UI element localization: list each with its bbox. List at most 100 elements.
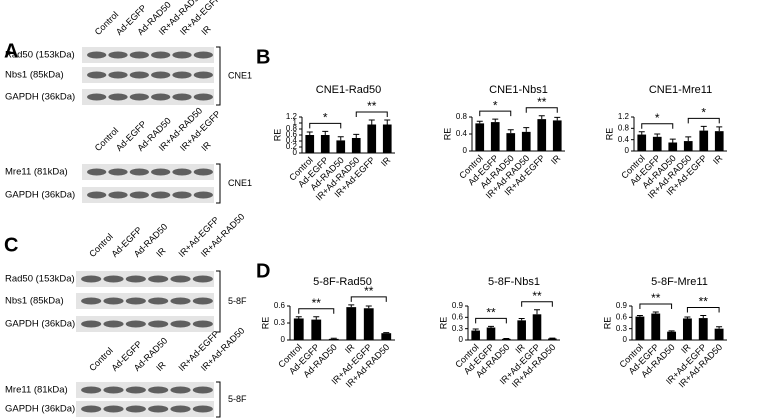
blot-band [103, 386, 124, 394]
blot-band [148, 275, 169, 283]
bar [490, 122, 500, 151]
blot-band [125, 275, 146, 283]
error-bar [492, 118, 499, 123]
blot-band [87, 51, 107, 59]
row-label: Mre11 (81kDa) [5, 385, 68, 396]
chart-title: CNE1-Nbs1 [489, 84, 548, 96]
bar [698, 318, 708, 340]
blot-band [129, 51, 149, 59]
cell-line-label: CNE1 [228, 70, 252, 80]
blot-band [148, 405, 169, 413]
error-bar [313, 316, 320, 320]
blot-band [108, 191, 128, 199]
y-tick-label: 0 [463, 146, 468, 155]
y-tick-label: 0.4 [286, 136, 298, 145]
error-bar [554, 116, 561, 121]
error-bar [295, 316, 302, 319]
chart-title: 5-8F-Rad50 [313, 276, 372, 288]
bar [320, 135, 330, 153]
x-tick-label: IR [379, 155, 393, 169]
bar [532, 314, 542, 340]
blot-band [148, 297, 169, 305]
bar [668, 142, 678, 151]
blot-band [170, 386, 191, 394]
bar [351, 138, 361, 153]
error-bar [476, 120, 483, 124]
significance-label: * [323, 111, 328, 125]
significance-label: ** [364, 284, 374, 298]
significance-label: * [493, 98, 498, 112]
blot-band [103, 275, 124, 283]
error-bar [523, 127, 530, 132]
blot-band [81, 275, 102, 283]
bracket [216, 46, 221, 106]
row-label: Rad50 (153kDa) [5, 50, 75, 61]
error-bar [306, 131, 313, 135]
y-tick-label: 0.9 [452, 301, 464, 310]
row-label: Mre11 (81kDa) [5, 167, 68, 178]
error-bar [353, 133, 360, 138]
bracket [216, 163, 221, 204]
bar [517, 320, 526, 340]
blot-band [151, 168, 171, 176]
error-bar [518, 317, 525, 321]
blot-band [125, 320, 146, 328]
y-tick-label: 0.2 [286, 142, 298, 151]
bar [651, 313, 661, 340]
significance-label: * [701, 106, 706, 120]
blot-band [81, 320, 102, 328]
significance-bracket [686, 306, 720, 313]
y-tick-label: 0.8 [456, 112, 468, 121]
blot-band [87, 93, 107, 101]
blot-band [129, 71, 149, 79]
x-tick-label: IR [711, 153, 725, 167]
significance-bracket [641, 123, 674, 129]
error-bar [669, 138, 676, 143]
error-bar [507, 129, 514, 134]
bar [714, 131, 724, 151]
bar [635, 316, 645, 340]
blot-band [193, 168, 213, 176]
significance-label: * [655, 111, 660, 125]
blot-band [192, 275, 213, 283]
bar [683, 141, 693, 151]
blot-band [103, 405, 124, 413]
blot-band [108, 93, 128, 101]
row-label: Rad50 (153kDa) [5, 274, 75, 285]
significance-bracket [521, 301, 553, 307]
bar [336, 140, 346, 153]
y-tick-label: 0.6 [452, 312, 464, 321]
error-bar [330, 337, 337, 339]
row-label: GAPDH (36kDa) [5, 92, 75, 103]
y-tick-label: 1.2 [286, 112, 298, 121]
y-tick-label: 0.3 [274, 318, 286, 327]
y-tick-label: 0.6 [286, 130, 298, 139]
y-tick-label: 0.3 [452, 324, 464, 333]
blot-band [148, 320, 169, 328]
x-tick-label: IR [549, 153, 563, 167]
y-tick-label: 0 [623, 335, 628, 344]
blot-band [151, 93, 171, 101]
bar [552, 120, 562, 151]
blot-band [125, 297, 146, 305]
bar [328, 338, 339, 340]
blot-band [81, 405, 102, 413]
blot-band [172, 93, 192, 101]
panel-label: D [256, 260, 270, 282]
blot-band [151, 71, 171, 79]
error-bar [534, 309, 540, 315]
bar [699, 130, 709, 151]
row-label: Nbs1 (85kDa) [5, 70, 64, 81]
row-label: Nbs1 (85kDa) [5, 296, 64, 307]
bar [381, 333, 392, 340]
error-bar [488, 325, 494, 328]
error-bar [638, 131, 645, 135]
error-bar [384, 119, 391, 125]
chart-title: 5-8F-Nbs1 [488, 276, 540, 288]
significance-label: ** [537, 95, 547, 109]
bar [637, 134, 647, 151]
blot-band [87, 71, 107, 79]
blot-band [125, 386, 146, 394]
blot-band [193, 191, 213, 199]
y-axis-label: RE [604, 128, 614, 141]
